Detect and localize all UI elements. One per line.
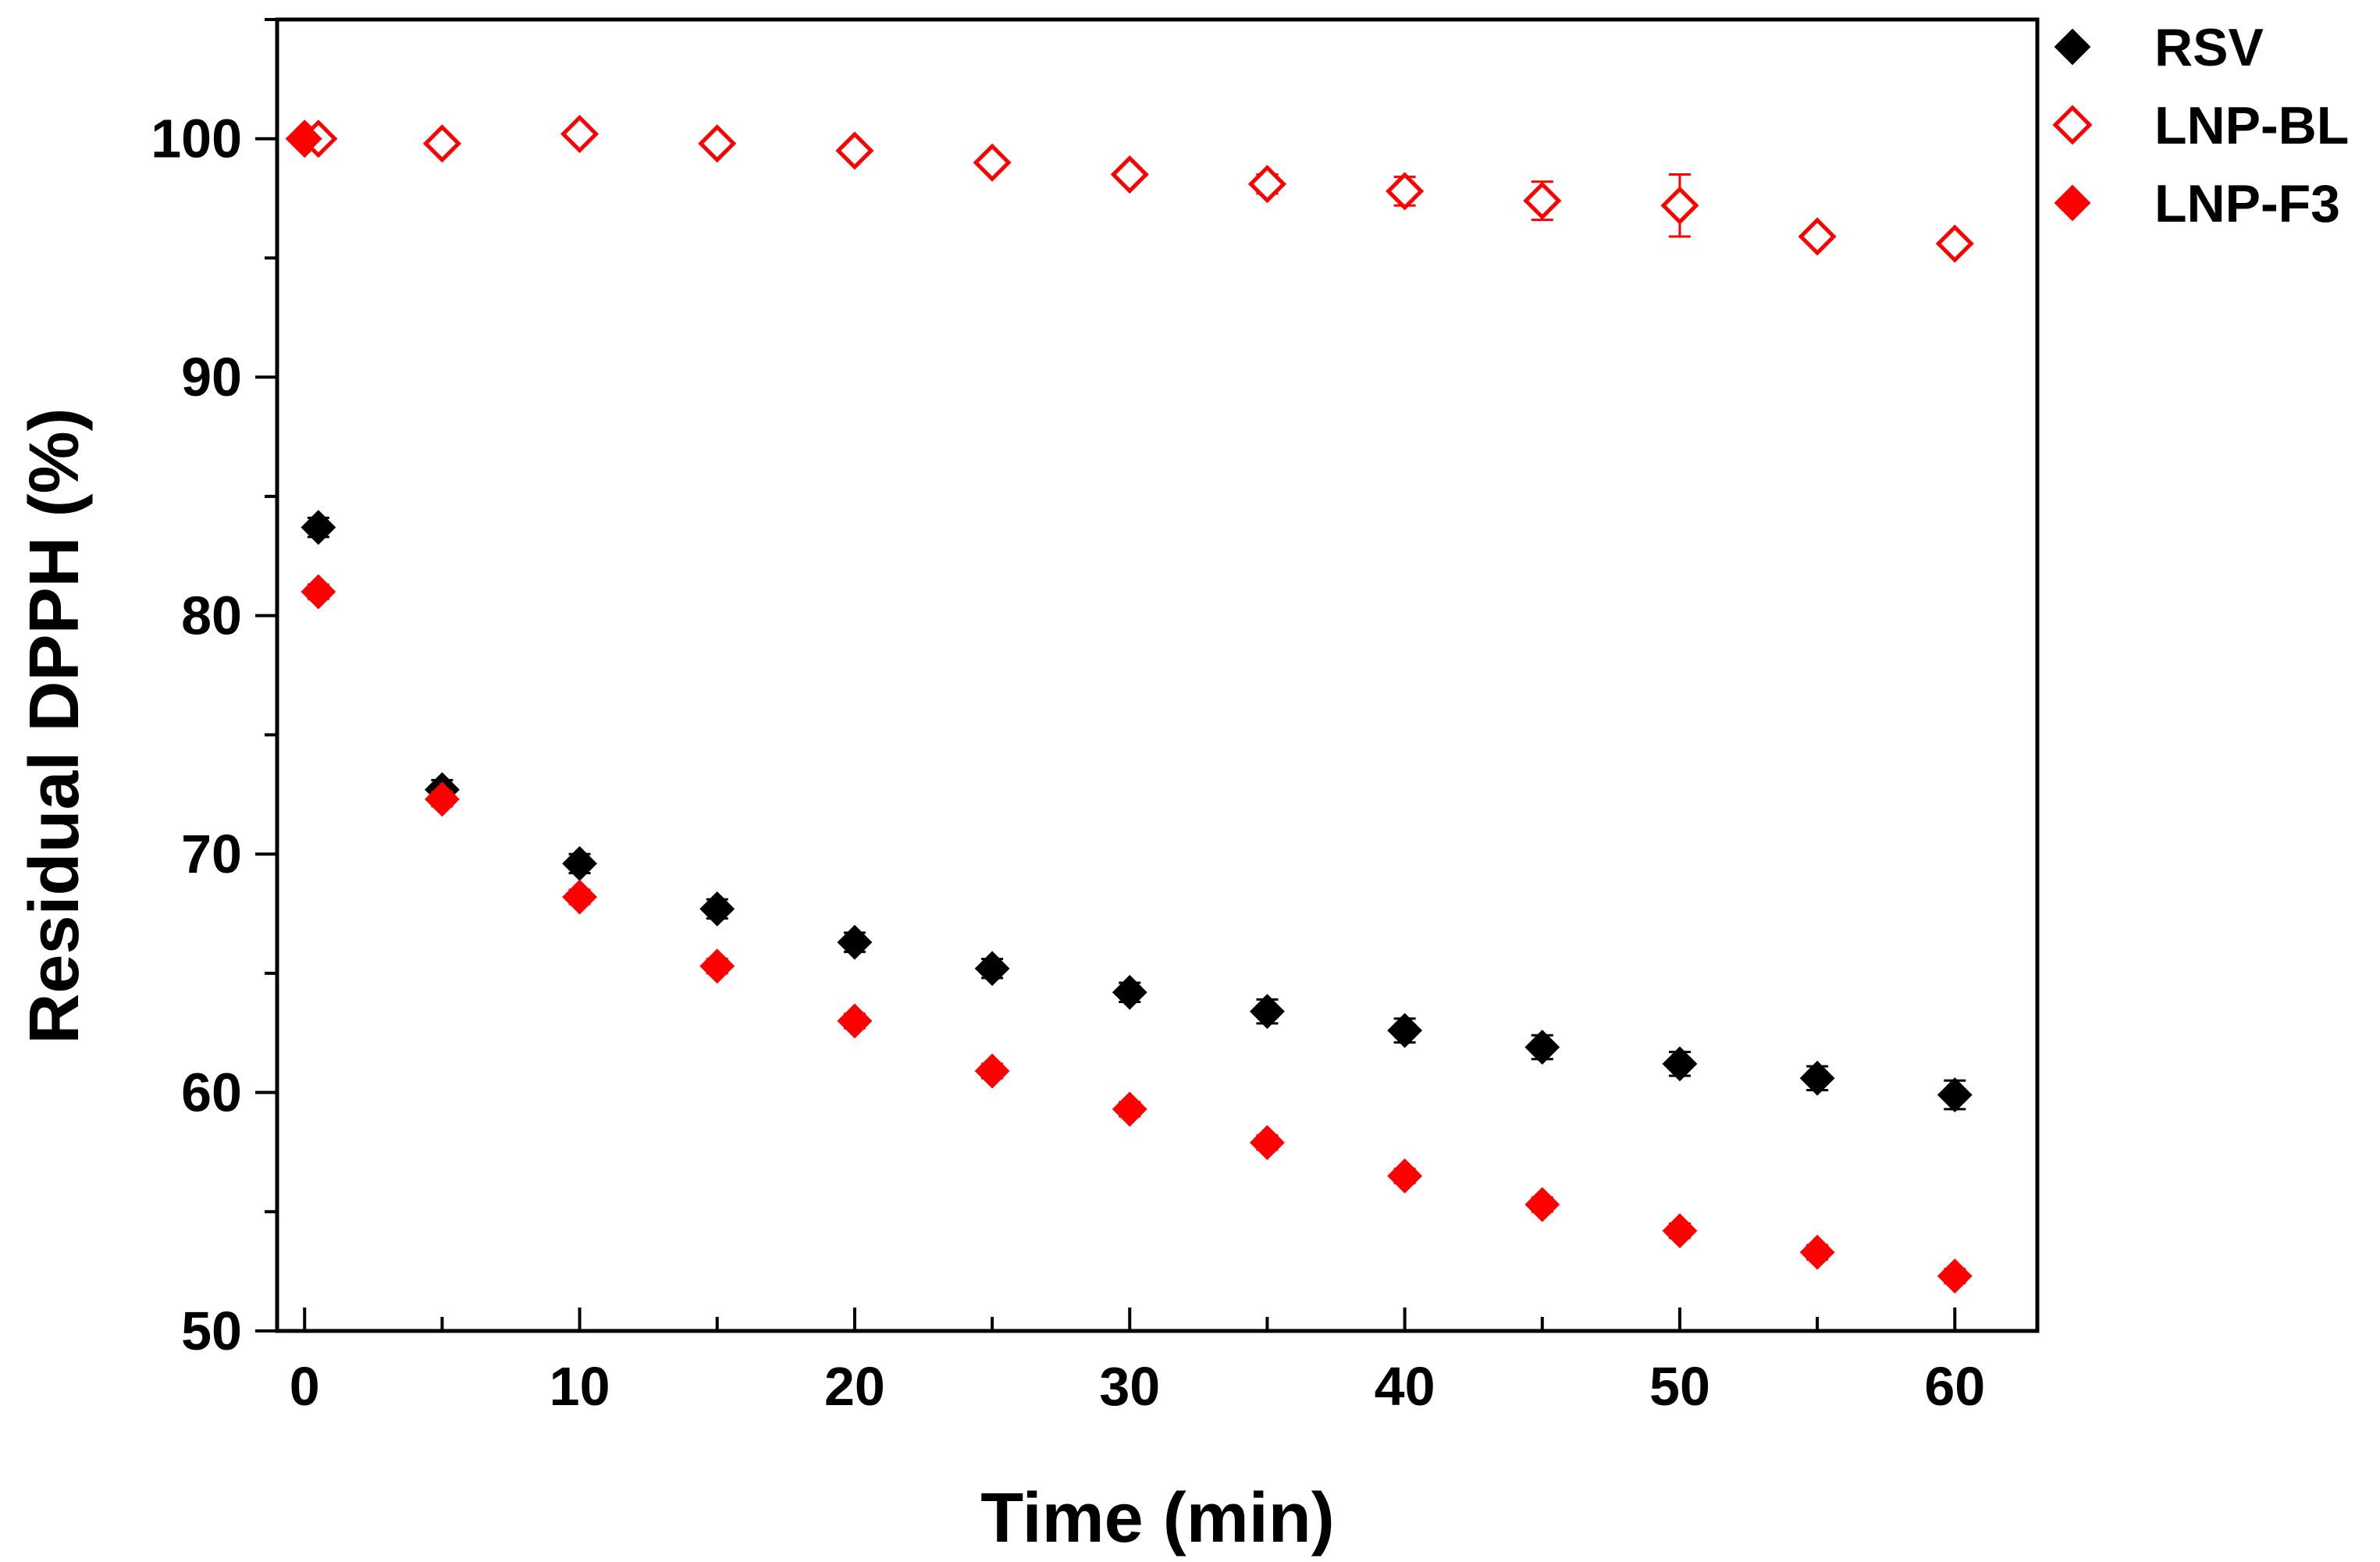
data-point: [1937, 1258, 1973, 1294]
data-point: [1662, 1213, 1698, 1249]
y-tick-label: 70: [181, 824, 242, 884]
x-tick-label: 40: [1375, 1356, 1435, 1417]
x-tick-label: 60: [1924, 1356, 1985, 1417]
x-axis-ticks: 0 10 20 30 40 50 60: [290, 1308, 1985, 1417]
x-tick-label: 0: [290, 1356, 320, 1417]
y-tick-label: 80: [181, 585, 242, 646]
data-point: [301, 510, 336, 546]
data-point: [974, 1053, 1010, 1089]
data-point: [974, 951, 1010, 987]
x-tick-label: 50: [1649, 1356, 1710, 1417]
data-point: [1937, 1077, 1973, 1113]
data-point: [560, 115, 599, 154]
data-point: [424, 781, 460, 817]
data-point: [1524, 1187, 1560, 1222]
y-axis-title: Residual DPPH (%): [16, 407, 94, 1044]
legend-marker: [2054, 184, 2091, 222]
data-point: [1250, 1125, 1285, 1161]
data-point: [699, 891, 735, 927]
y-tick-label: 90: [181, 347, 242, 407]
y-tick-label: 100: [151, 109, 242, 169]
data-point: [1523, 181, 1562, 220]
data-point: [301, 574, 336, 610]
legend-label: RSV: [2154, 18, 2264, 77]
x-tick-label: 10: [550, 1356, 610, 1417]
series-lnp-f3: [286, 121, 1973, 1294]
legend-marker: [2054, 28, 2091, 66]
x-tick-label: 30: [1099, 1356, 1160, 1417]
series-layer: [285, 115, 1974, 1294]
data-point: [837, 924, 873, 960]
data-point: [1935, 224, 1974, 263]
data-point: [562, 879, 597, 915]
data-point: [1662, 1046, 1698, 1082]
plot-frame: [275, 17, 2040, 1333]
data-point: [1798, 217, 1837, 256]
data-point: [1387, 1012, 1423, 1048]
data-point: [1112, 974, 1147, 1010]
x-tick-label: 20: [824, 1356, 885, 1417]
legend-label: LNP-BL: [2154, 96, 2349, 155]
data-point: [698, 124, 737, 163]
data-point: [1799, 1234, 1835, 1270]
data-point: [1524, 1030, 1560, 1065]
data-point: [1386, 172, 1425, 211]
data-point: [422, 124, 461, 163]
legend-label: LNP-F3: [2154, 174, 2340, 233]
data-point: [1799, 1060, 1835, 1096]
data-point: [1247, 165, 1286, 204]
series-lnp-bl: [285, 115, 1974, 263]
data-point: [1250, 994, 1285, 1030]
legend-marker: [2052, 105, 2093, 145]
data-point: [1112, 1091, 1147, 1127]
data-point: [699, 948, 735, 984]
y-tick-label: 50: [181, 1300, 242, 1361]
data-point: [562, 845, 597, 881]
series-rsv: [286, 121, 1973, 1113]
data-point: [286, 121, 322, 157]
data-point: [1660, 186, 1699, 225]
data-point: [835, 131, 874, 170]
data-point: [1110, 155, 1149, 194]
data-point: [973, 143, 1012, 182]
x-axis-title: Time (min): [980, 1479, 1334, 1557]
data-point: [1387, 1158, 1423, 1194]
y-axis-ticks: 50 60 70 80 90 100: [151, 18, 277, 1361]
y-tick-label: 60: [181, 1062, 242, 1123]
legend: RSV LNP-BL LNP-F3: [2052, 18, 2349, 233]
data-point: [837, 1003, 873, 1039]
